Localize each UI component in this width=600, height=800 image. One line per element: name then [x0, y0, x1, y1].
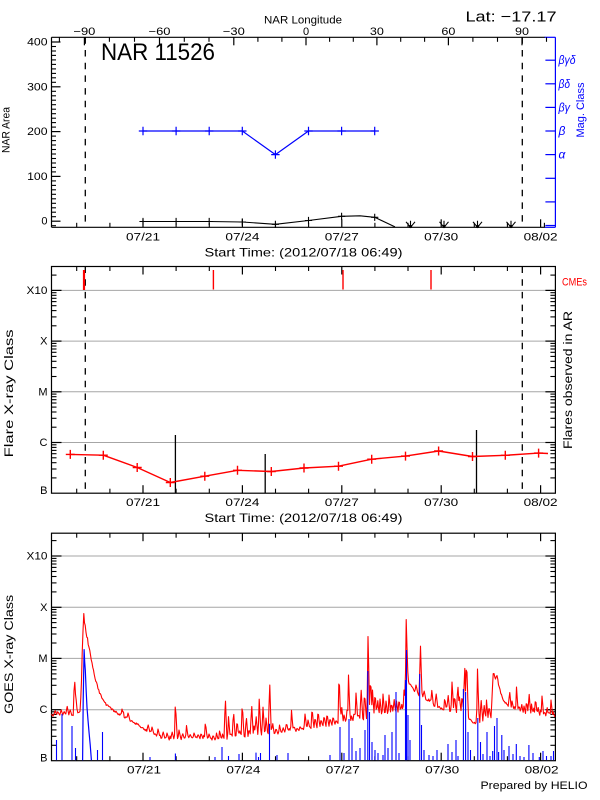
svg-text:GOES X-ray Class: GOES X-ray Class [4, 595, 16, 714]
svg-text:07/24: 07/24 [225, 497, 259, 509]
svg-text:βγδ: βγδ [558, 53, 576, 67]
svg-text:NAR Longitude: NAR Longitude [264, 14, 342, 26]
svg-text:07/30: 07/30 [425, 765, 459, 777]
svg-text:α: α [559, 148, 567, 162]
svg-text:07/21: 07/21 [127, 765, 161, 777]
svg-text:βγ: βγ [558, 100, 571, 114]
svg-text:07/30: 07/30 [424, 497, 458, 509]
svg-text:08/02: 08/02 [524, 497, 558, 509]
svg-text:200: 200 [27, 126, 47, 138]
svg-text:Flare X-ray Class: Flare X-ray Class [4, 329, 16, 457]
svg-text:90: 90 [515, 26, 529, 38]
svg-text:60: 60 [441, 26, 455, 38]
svg-text:07/30: 07/30 [424, 232, 458, 244]
svg-text:X10: X10 [27, 285, 48, 297]
svg-text:M: M [38, 386, 47, 398]
svg-text:08/02: 08/02 [524, 232, 558, 244]
svg-text:0: 0 [41, 216, 47, 228]
svg-text:Mag. Class: Mag. Class [575, 82, 587, 137]
svg-text:07/27: 07/27 [325, 232, 359, 244]
svg-text:−90: −90 [73, 26, 95, 38]
svg-text:07/27: 07/27 [326, 765, 360, 777]
svg-text:07/21: 07/21 [126, 232, 160, 244]
svg-text:0: 0 [303, 26, 309, 38]
svg-text:β: β [558, 124, 566, 138]
svg-text:X10: X10 [27, 551, 48, 563]
svg-text:100: 100 [27, 171, 47, 183]
svg-text:300: 300 [27, 81, 47, 93]
svg-text:Flares observed in AR: Flares observed in AR [563, 311, 575, 449]
svg-text:30: 30 [370, 26, 384, 38]
svg-text:07/21: 07/21 [126, 497, 160, 509]
svg-text:08/02: 08/02 [525, 765, 559, 777]
svg-text:C: C [40, 437, 48, 449]
svg-text:B: B [40, 753, 47, 765]
svg-text:X: X [40, 336, 48, 348]
svg-text:Prepared by HELIO: Prepared by HELIO [481, 780, 588, 792]
svg-text:Start Time: (2012/07/18 06:49): Start Time: (2012/07/18 06:49) [205, 245, 403, 259]
svg-text:NAR 11526: NAR 11526 [101, 39, 215, 66]
svg-text:Lat: −17.17: Lat: −17.17 [466, 8, 557, 25]
svg-text:X: X [40, 602, 48, 614]
svg-text:Start Time: (2012/07/18 06:49): Start Time: (2012/07/18 06:49) [205, 511, 403, 525]
svg-text:07/24: 07/24 [226, 765, 260, 777]
svg-text:−60: −60 [149, 26, 171, 38]
svg-text:07/27: 07/27 [325, 497, 359, 509]
svg-text:400: 400 [27, 37, 47, 49]
svg-text:NAR Area: NAR Area [1, 106, 13, 153]
svg-text:−30: −30 [223, 26, 245, 38]
svg-text:M: M [38, 653, 47, 665]
svg-text:07/24: 07/24 [225, 232, 259, 244]
svg-text:CMEs: CMEs [562, 276, 587, 288]
svg-text:C: C [40, 704, 48, 716]
svg-text:βδ: βδ [558, 77, 571, 91]
svg-text:B: B [40, 485, 47, 497]
